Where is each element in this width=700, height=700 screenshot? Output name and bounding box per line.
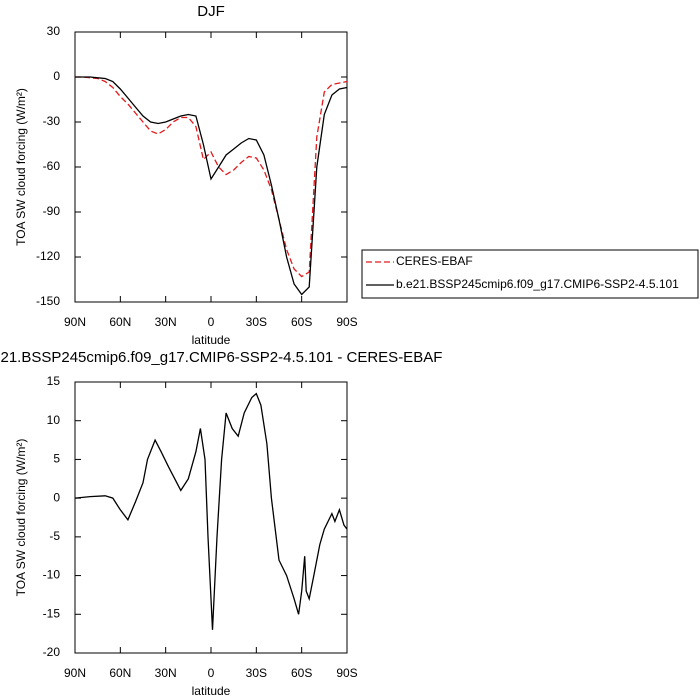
plot-frame (74, 381, 348, 654)
y-tick-label: 30 (47, 24, 61, 38)
legend-label: b.e21.BSSP245cmip6.f09_g17.CMIP6-SSP2-4.… (396, 277, 679, 291)
y-tick-label: 0 (53, 490, 60, 504)
x-tick-label: 0 (208, 666, 215, 680)
y-tick-label: -150 (36, 294, 60, 308)
y-tick-label: -10 (43, 568, 61, 582)
y-tick-label: 5 (53, 452, 60, 466)
y-tick-label: -30 (43, 114, 61, 128)
data-line (74, 392, 348, 630)
legend-box (361, 249, 699, 299)
plot-frame (74, 31, 348, 303)
y-tick-label: -90 (43, 204, 61, 218)
y-axis-label: TOA SW cloud forcing (W/m²) (14, 88, 28, 246)
y-tick-label: -20 (43, 645, 61, 659)
y-tick-label: 15 (47, 374, 61, 388)
data-line (75, 76, 348, 278)
y-tick-label: -60 (43, 159, 61, 173)
x-tick-label: 90N (64, 315, 86, 329)
legend-label: CERES-EBAF (396, 254, 473, 268)
x-tick-label: 90S (336, 666, 357, 680)
y-axis-label: TOA SW cloud forcing (W/m²) (14, 439, 28, 597)
chart-title: DJF (197, 3, 225, 20)
x-tick-label: 60N (109, 315, 131, 329)
chart-title: b.e21.BSSP245cmip6.f09_g17.CMIP6-SSP2-4.… (0, 349, 442, 366)
x-tick-label: 30N (155, 315, 177, 329)
data-line (75, 76, 348, 296)
y-tick-label: 0 (53, 69, 60, 83)
y-tick-label: 10 (47, 413, 61, 427)
y-tick-label: -120 (36, 249, 60, 263)
x-tick-label: 0 (208, 315, 215, 329)
x-tick-label: 30N (155, 666, 177, 680)
x-tick-label: 60S (291, 315, 312, 329)
x-tick-label: 90S (336, 315, 357, 329)
x-tick-label: 60S (291, 666, 312, 680)
y-tick-label: -15 (43, 606, 61, 620)
x-axis-label: latitude (192, 684, 231, 698)
x-tick-label: 30S (246, 315, 267, 329)
x-tick-label: 90N (64, 666, 86, 680)
x-tick-label: 60N (109, 666, 131, 680)
x-tick-label: 30S (246, 666, 267, 680)
y-tick-label: -5 (49, 529, 60, 543)
x-axis-label: latitude (192, 333, 231, 347)
